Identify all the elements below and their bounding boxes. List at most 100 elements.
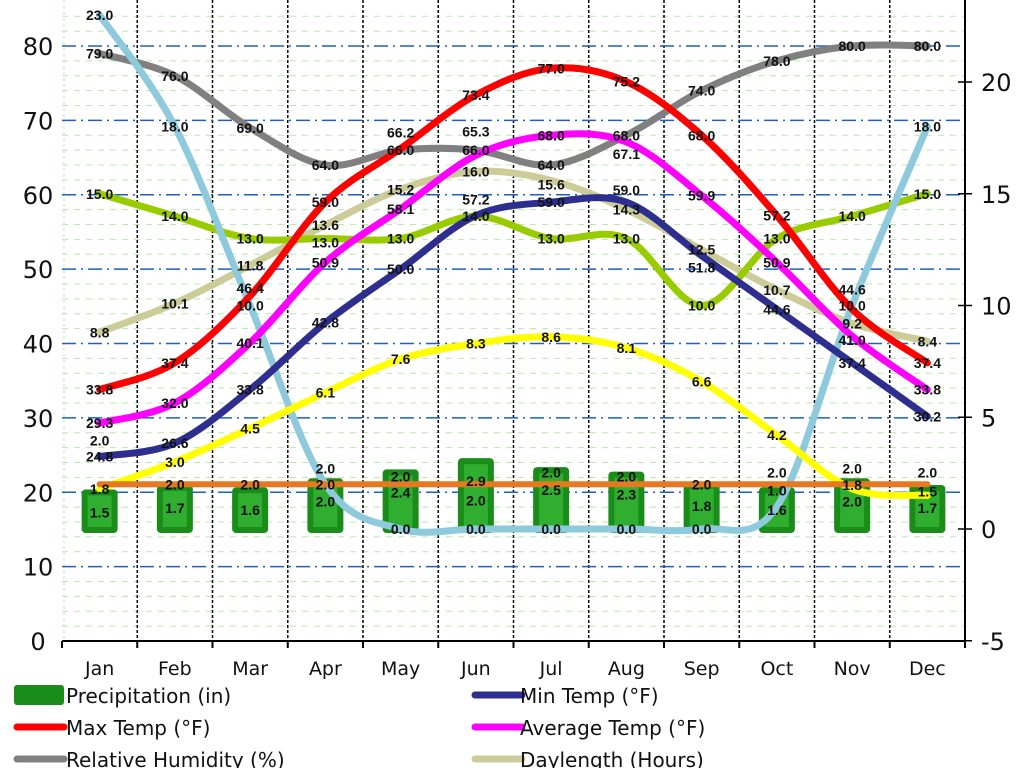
data-label: 41.0 bbox=[839, 332, 866, 348]
data-label: 6.6 bbox=[692, 373, 712, 389]
left-axis-tick-label: 10 bbox=[23, 554, 54, 582]
data-label: 24.8 bbox=[86, 449, 113, 465]
data-label: 51.8 bbox=[688, 260, 715, 276]
data-label: 57.2 bbox=[763, 208, 790, 224]
data-label: 57.2 bbox=[462, 192, 489, 208]
data-label: 15.0 bbox=[86, 186, 113, 202]
data-label: 33.8 bbox=[86, 382, 113, 398]
data-label: 3.0 bbox=[165, 454, 185, 470]
data-label: 67.1 bbox=[613, 146, 640, 162]
data-label: 64.0 bbox=[538, 157, 565, 173]
data-label: 2.0 bbox=[767, 464, 787, 480]
data-label: 2.0 bbox=[466, 492, 486, 508]
data-label: 80.0 bbox=[839, 38, 866, 54]
data-label: 42.8 bbox=[312, 315, 339, 331]
data-label: 10.0 bbox=[688, 298, 715, 314]
data-label: 1.5 bbox=[90, 504, 110, 520]
data-label: 78.0 bbox=[763, 53, 790, 69]
right-axis-tick-label: 10 bbox=[981, 293, 1012, 321]
data-label: 2.0 bbox=[316, 460, 336, 476]
data-label: 2.9 bbox=[466, 473, 486, 489]
left-axis-tick-label: 60 bbox=[23, 182, 54, 210]
data-label: 0.0 bbox=[541, 521, 561, 537]
data-label: 68.0 bbox=[688, 127, 715, 143]
legend-label: Average Temp (°F) bbox=[520, 716, 705, 740]
precipitation-bar-inner bbox=[689, 488, 714, 527]
data-label: 26.6 bbox=[161, 435, 188, 451]
data-label: 37.4 bbox=[839, 355, 866, 371]
data-label: 8.6 bbox=[541, 329, 561, 345]
data-label: 0.0 bbox=[617, 521, 637, 537]
data-label: 37.4 bbox=[914, 355, 941, 371]
data-label: 75.2 bbox=[613, 74, 640, 90]
data-label: 2.0 bbox=[842, 460, 862, 476]
data-label: 68.0 bbox=[613, 127, 640, 143]
average-temp-f-line bbox=[96, 130, 931, 427]
data-label: 4.2 bbox=[767, 427, 787, 443]
data-label: 0.0 bbox=[466, 521, 486, 537]
right-axis-tick-label: 5 bbox=[981, 404, 996, 432]
max-temp-f-line bbox=[96, 64, 931, 394]
data-label: 14.0 bbox=[462, 208, 489, 224]
data-label: 66.0 bbox=[462, 142, 489, 158]
data-label: 8.4 bbox=[918, 333, 938, 349]
data-label: 13.0 bbox=[613, 230, 640, 246]
legend-label: Relative Humidity (%) bbox=[66, 748, 285, 768]
data-label: 13.6 bbox=[312, 217, 339, 233]
data-label: 10.0 bbox=[839, 298, 866, 314]
left-axis-tick-label: 70 bbox=[23, 107, 54, 135]
data-label: 2.0 bbox=[918, 464, 938, 480]
data-label: 37.4 bbox=[161, 355, 188, 371]
data-label: 33.8 bbox=[237, 382, 264, 398]
data-label: 40.1 bbox=[237, 335, 264, 351]
x-axis-tick-label: Feb bbox=[158, 658, 192, 680]
data-label: 9.2 bbox=[842, 315, 862, 331]
data-label: 2.0 bbox=[617, 468, 637, 484]
data-label: 8.8 bbox=[90, 324, 110, 340]
data-label: 16.0 bbox=[462, 163, 489, 179]
left-axis-tick-label: 20 bbox=[23, 479, 54, 507]
data-label: 12.5 bbox=[688, 242, 715, 258]
legend-label: Precipitation (in) bbox=[66, 684, 231, 708]
precipitation-bar-inner bbox=[87, 495, 112, 527]
data-label: 10.1 bbox=[161, 295, 188, 311]
data-label: 2.5 bbox=[541, 482, 561, 498]
data-label: 1.8 bbox=[692, 498, 712, 514]
x-axis-tick-label: Sep bbox=[684, 658, 720, 680]
left-axis-tick-label: 0 bbox=[30, 628, 45, 656]
x-axis-tick-label: Mar bbox=[232, 658, 268, 680]
data-label: 68.0 bbox=[538, 127, 565, 143]
legend-label: Min Temp (°F) bbox=[520, 684, 659, 708]
data-label: 14.3 bbox=[613, 201, 640, 217]
data-label: 1.8 bbox=[842, 477, 862, 493]
data-label: 2.0 bbox=[90, 432, 110, 448]
left-axis-tick-label: 30 bbox=[23, 405, 54, 433]
daylength-hours-line bbox=[96, 167, 931, 345]
data-label: 1.0 bbox=[767, 483, 787, 499]
data-label: 13.0 bbox=[312, 234, 339, 250]
data-label: 73.4 bbox=[462, 87, 489, 103]
data-label: 2.3 bbox=[617, 487, 637, 503]
data-label: 59.0 bbox=[613, 182, 640, 198]
data-label: 0.0 bbox=[391, 521, 411, 537]
precipitation-bar-inner bbox=[238, 493, 263, 527]
data-label: 64.0 bbox=[312, 157, 339, 173]
data-label: 74.0 bbox=[688, 83, 715, 99]
data-label: 1.6 bbox=[240, 502, 260, 518]
data-label: 59.0 bbox=[538, 194, 565, 210]
series-line bbox=[96, 190, 931, 310]
data-label: 1.7 bbox=[165, 500, 185, 516]
data-label: 50.9 bbox=[312, 254, 339, 270]
data-label: 1.8 bbox=[90, 481, 110, 497]
x-axis-tick-label: Apr bbox=[309, 658, 342, 680]
data-label: 44.6 bbox=[763, 301, 790, 317]
data-label: 8.1 bbox=[617, 340, 637, 356]
data-label: 0.0 bbox=[692, 521, 712, 537]
data-label: 2.0 bbox=[316, 493, 336, 509]
data-label: 30.2 bbox=[914, 408, 941, 424]
right-axis-tick-label: 15 bbox=[981, 181, 1012, 209]
left-axis-tick-label: 40 bbox=[23, 331, 54, 359]
data-label: 66.2 bbox=[387, 125, 414, 141]
data-label: 2.0 bbox=[240, 476, 260, 492]
